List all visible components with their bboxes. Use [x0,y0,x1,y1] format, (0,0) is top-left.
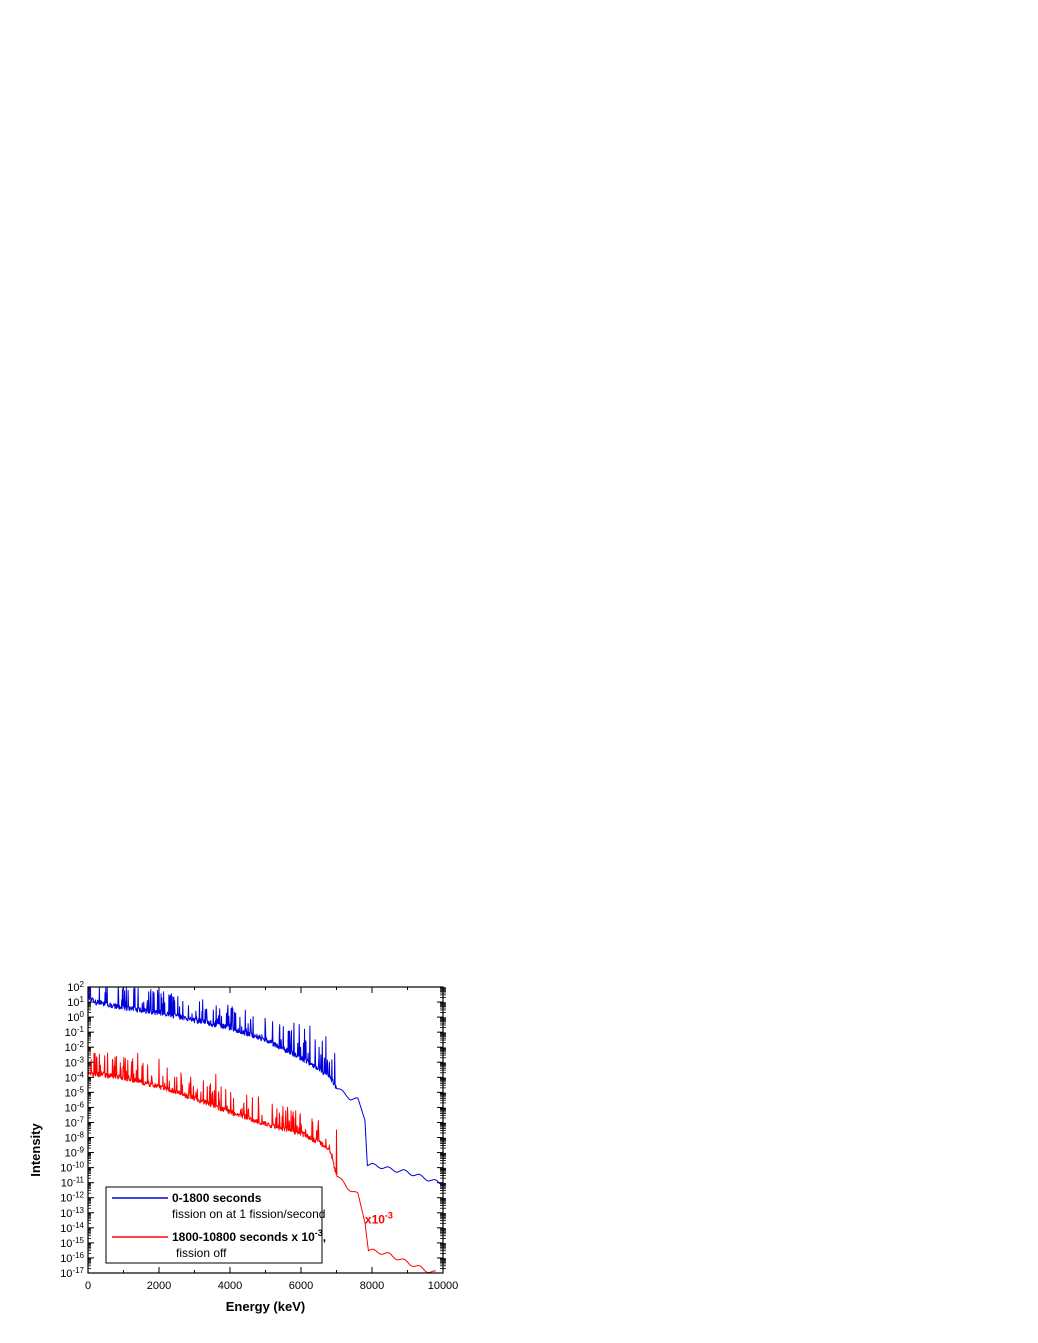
y-tick-exponent: -9 [77,1146,85,1155]
legend-entry-2-title: 1800-10800 seconds x 10-3, [172,1228,326,1244]
legend-entry-2-title-suffix: , [323,1230,326,1244]
y-tick-label: 10-2 [65,1040,85,1054]
plot-frame [87,986,444,1274]
y-tick-label: 10-16 [60,1251,84,1265]
x-tick-label: 6000 [289,1280,313,1292]
y-tick-base: 10 [65,1027,77,1039]
y-tick-label: 101 [67,995,84,1009]
y-tick-base: 10 [60,1253,72,1265]
x-tick-label: 2000 [147,1280,171,1292]
y-tick-label: 10-3 [65,1055,85,1069]
y-tick-base: 10 [65,1042,77,1054]
y-tick-label: 10-17 [60,1266,84,1280]
y-tick-label: 102 [67,980,84,994]
y-tick-label: 10-6 [65,1100,85,1114]
x-axis-title: Energy (keV) [226,1299,305,1314]
y-tick-label: 100 [67,1010,84,1024]
y-tick-label: 10-5 [65,1085,85,1099]
y-tick-label: 10-13 [60,1206,84,1220]
y-tick-exponent: 0 [80,1010,85,1019]
y-tick-base: 10 [60,1223,72,1235]
x-tick-label: 4000 [218,1280,242,1292]
legend: 0-1800 seconds fission on at 1 fission/s… [105,1186,326,1264]
y-tick-base: 10 [60,1208,72,1220]
y-tick-base: 10 [60,1268,72,1280]
y-tick-label: 10-12 [60,1191,84,1205]
y-tick-exponent: -4 [77,1070,85,1079]
y-tick-label: 10-14 [60,1221,84,1235]
scale-annotation-exponent: -3 [385,1210,393,1220]
y-tick-exponent: -7 [77,1115,85,1124]
y-tick-base: 10 [65,1102,77,1114]
y-tick-base: 10 [65,1072,77,1084]
y-tick-label: 10-8 [65,1131,85,1145]
legend-box [105,1186,323,1264]
y-tick-label: 10-15 [60,1236,84,1250]
y-tick-exponent: -5 [77,1085,85,1094]
y-tick-exponent: -8 [77,1131,85,1140]
y-tick-base: 10 [67,1012,79,1024]
legend-entry-2-subtitle: fission off [176,1246,227,1260]
y-tick-label: 10-4 [65,1070,85,1084]
y-tick-exponent: -12 [72,1191,84,1200]
y-tick-base: 10 [65,1133,77,1145]
y-tick-base: 10 [65,1057,77,1069]
series-line-blue [87,986,444,1187]
y-tick-label: 10-1 [65,1025,85,1039]
y-tick-exponent: -2 [77,1040,85,1049]
legend-entry-1-title: 0-1800 seconds [172,1191,262,1205]
scale-annotation: x10-3 [365,1210,393,1226]
y-tick-exponent: -3 [77,1055,85,1064]
tick-labels: 0 2000 4000 6000 8000 1000010210110010-110-21… [60,980,458,1292]
y-tick-exponent: 1 [80,995,85,1004]
y-tick-base: 10 [67,997,79,1009]
y-tick-exponent: -6 [77,1100,85,1109]
x-tick-label: 0 [85,1280,91,1292]
y-tick-base: 10 [61,1178,73,1190]
series-layer [87,986,444,1274]
y-tick-label: 10-11 [61,1176,85,1190]
y-axis-title: Intensity [28,1123,43,1177]
y-tick-exponent: -14 [72,1221,84,1230]
y-tick-exponent: -13 [72,1206,84,1215]
x-tick-label: 8000 [360,1280,384,1292]
series-line-red [87,1052,437,1274]
y-tick-base: 10 [60,1238,72,1250]
legend-entry-2-title-base: 1800-10800 seconds x 10 [172,1230,315,1244]
y-tick-label: 10-7 [65,1115,85,1129]
y-tick-exponent: -17 [72,1266,84,1275]
y-tick-base: 10 [60,1193,72,1205]
y-tick-label: 10-9 [65,1146,85,1160]
y-tick-exponent: -11 [73,1176,85,1185]
y-tick-base: 10 [65,1117,77,1129]
legend-entry-1-subtitle: fission on at 1 fission/second [172,1207,325,1221]
y-tick-exponent: -1 [77,1025,85,1034]
y-tick-base: 10 [65,1087,77,1099]
y-tick-base: 10 [60,1163,72,1175]
y-tick-exponent: 2 [80,980,85,989]
legend-entry-2-title-exponent: -3 [315,1228,323,1238]
x-tick-label: 10000 [428,1280,459,1292]
y-tick-exponent: -10 [72,1161,84,1170]
y-tick-base: 10 [65,1148,77,1160]
y-tick-exponent: -16 [72,1251,84,1260]
y-tick-exponent: -15 [72,1236,84,1245]
y-tick-label: 10-10 [60,1161,84,1175]
y-tick-base: 10 [67,982,79,994]
scale-annotation-base: x10 [365,1212,385,1226]
